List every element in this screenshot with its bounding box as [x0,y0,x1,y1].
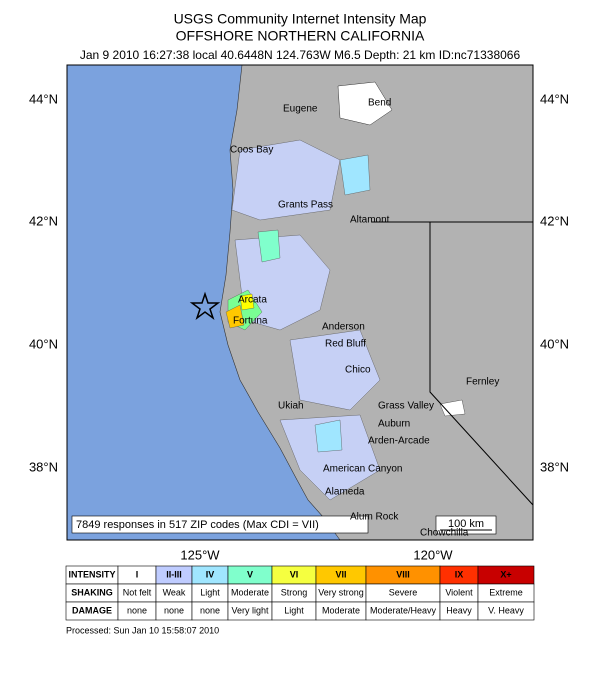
legend-text: INTENSITY [68,569,115,579]
legend-text: Not felt [123,587,152,597]
legend-text: Very light [231,605,269,615]
region [239,293,255,311]
legend-text: I [136,569,139,579]
map-frame [66,64,534,541]
place-label: Coos Bay [230,145,273,156]
legend-text: IX [455,569,464,579]
legend-text: SHAKING [71,587,113,597]
lat-label: 42°N [540,213,569,228]
legend-cell [477,601,535,621]
region [231,139,341,221]
subtitle: OFFSHORE NORTHERN CALIFORNIA [176,28,425,44]
legend-text: none [164,605,184,615]
lat-label: 44°N [29,91,58,106]
region [289,329,381,411]
state-border [372,221,534,506]
place-label: Ukiah [278,401,304,412]
legend-text: Moderate [322,605,360,615]
legend-text: none [127,605,147,615]
region [314,419,343,453]
place-label: Auburn [378,419,410,430]
lat-label: 40°N [29,336,58,351]
legend-text: none [200,605,220,615]
place-label: Grants Pass [278,200,333,211]
legend-text: VI [290,569,299,579]
place-label: Eugene [283,104,318,115]
region [339,154,371,196]
legend-text: V [247,569,253,579]
region [257,229,281,263]
place-label: Chowchilla [420,528,469,539]
legend-text: II-III [166,569,182,579]
legend-text: Heavy [446,605,472,615]
place-label: American Canyon [323,464,402,475]
legend-text: Violent [445,587,473,597]
responses: 7849 responses in 517 ZIP codes (Max CDI… [76,519,319,531]
place-label: Fortuna [233,316,268,327]
place-label: Arden-Arcade [368,436,430,447]
legend-text: Strong [281,587,308,597]
place-label: Altamont [350,215,390,226]
footer: Processed: Sun Jan 10 15:58:07 2010 [66,625,219,635]
legend-text: V. Heavy [488,605,524,615]
lon-label: 125°W [180,547,220,562]
legend-text: DAMAGE [72,605,112,615]
lat-label: 44°N [540,91,569,106]
lat-label: 42°N [29,213,58,228]
legend-text: VIII [396,569,410,579]
legend-text: Moderate/Heavy [370,605,437,615]
legend-text: Moderate [231,587,269,597]
legend-text: IV [206,569,215,579]
legend-text: Weak [163,587,186,597]
place-label: Arcata [238,295,267,306]
place-label: Fernley [466,377,499,388]
place-label: Anderson [322,322,365,333]
place-label: Grass Valley [378,401,434,412]
info-box [71,515,369,534]
legend-text: Light [200,587,220,597]
place-label: Alameda [325,487,365,498]
legend-text: VII [335,569,346,579]
legend-text: Very strong [318,587,364,597]
region [439,399,466,417]
place-label: Chico [345,365,371,376]
legend-text: Severe [389,587,418,597]
lat-label: 38°N [540,459,569,474]
event-details: Jan 9 2010 16:27:38 local 40.6448N 124.7… [80,48,521,62]
scale-label: 100 km [448,518,484,530]
epicenter [189,291,221,321]
region [225,304,245,329]
legend-text: Light [284,605,304,615]
place-label: Bend [368,98,391,109]
lon-label: 120°W [413,547,453,562]
legend-text: Extreme [489,587,523,597]
place-label: Alum Rock [350,512,399,523]
lat-label: 38°N [29,459,58,474]
legend-text: X+ [500,569,511,579]
lat-label: 40°N [540,336,569,351]
place-label: Red Bluff [325,339,366,350]
region [279,414,381,501]
title: USGS Community Internet Intensity Map [174,11,427,27]
region [337,81,393,126]
map-area: 7849 responses in 517 ZIP codes (Max CDI… [66,64,534,541]
